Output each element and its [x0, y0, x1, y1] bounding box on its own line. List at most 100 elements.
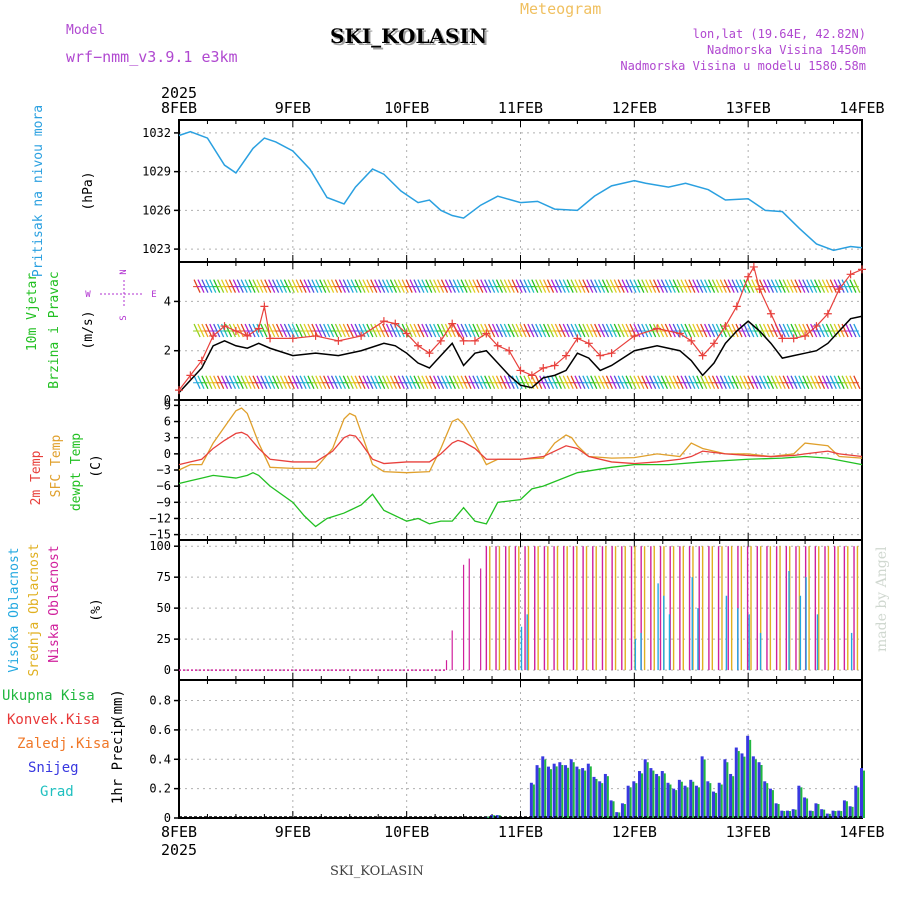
wind-gust-marker: [789, 334, 798, 343]
pressure-unit-label: (hPa): [81, 171, 96, 210]
model-name: wrf−nmm_v3.9.1 e3km: [66, 48, 238, 66]
panel-frame-precip: [178, 679, 863, 819]
wind-gust-marker: [550, 361, 559, 370]
ytick-label-temp: 6: [164, 415, 171, 429]
temp-unit-label: (C): [89, 454, 104, 477]
wind-gust-marker: [482, 329, 491, 338]
precip-total-bar: [703, 759, 706, 818]
ytick-label-pressure: 1032: [142, 126, 171, 140]
precip-total-bar: [771, 790, 774, 818]
precip-total-bar: [686, 787, 689, 818]
precip-total-bar: [726, 762, 729, 818]
precip-snow-bar: [660, 771, 664, 818]
precip-total-bar: [612, 801, 615, 818]
temp-line-dewpt: [178, 455, 863, 528]
precip-snow-bar: [603, 773, 607, 818]
x-top-year: 2025: [161, 84, 197, 102]
precip-total-bar: [487, 816, 490, 818]
precip-snow-bar: [666, 782, 670, 818]
wind-gust-marker: [607, 349, 616, 358]
precip-total-bar: [646, 762, 649, 818]
precip-snow-bar: [768, 788, 772, 818]
precip-snow-bar: [569, 759, 573, 818]
panel-frame-clouds: [178, 539, 863, 681]
precip-total-bar: [806, 798, 809, 818]
precip-total-bar: [641, 773, 644, 818]
wind-gust-marker: [470, 336, 479, 345]
x-tick-label-bottom: 11FEB: [498, 823, 543, 841]
precip-total-bar: [851, 806, 854, 818]
pressure-line: [178, 130, 863, 252]
precip-total-bar: [601, 783, 604, 818]
precip-snow-bar: [740, 753, 744, 818]
precip-snow-bar: [842, 800, 846, 818]
wind-unit-label: (m/s): [81, 310, 96, 349]
ytick-label-temp: −12: [149, 511, 171, 525]
x-tick-label-bottom: 13FEB: [726, 823, 771, 841]
wind-gust-marker: [402, 329, 411, 338]
precip-snow-bar: [746, 735, 750, 818]
wind-gust-marker: [823, 309, 832, 318]
wind-gust-marker: [311, 331, 320, 340]
wind-gust-marker: [766, 309, 775, 318]
precip-total-bar: [845, 801, 848, 818]
cloud-unit-label: (%): [89, 598, 104, 621]
compass-east: E: [151, 290, 156, 300]
wind-gust-marker: [414, 341, 423, 350]
x-tick-label-top: 12FEB: [612, 99, 657, 117]
precip-total-bar: [823, 809, 826, 818]
wind-speed-line: [178, 315, 863, 394]
wind-gust-marker: [459, 336, 468, 345]
precip-snow-bar: [814, 803, 818, 818]
wind-gust-marker: [266, 334, 275, 343]
precip-axis-label: 1hr Precip: [110, 720, 126, 804]
precip-snow-bar: [598, 781, 602, 818]
precip-snow-bar: [723, 759, 727, 818]
compass-west: W: [85, 290, 91, 300]
ytick-label-clouds: 25: [157, 632, 171, 646]
precip-snow-bar: [860, 768, 863, 818]
x-tick-label-top: 8FEB: [161, 99, 197, 117]
precip-unit-label: (mm): [110, 689, 126, 723]
ytick-label-temp: −6: [157, 479, 171, 493]
x-tick-label-bottom: 14FEB: [839, 823, 884, 841]
pressure-axis-label: Pritisak na nivou mora: [31, 105, 46, 277]
precip-snow-bar: [632, 781, 636, 818]
precip-total-bar: [834, 811, 837, 818]
precip-total-bar: [709, 783, 712, 818]
wind-axis-label-1: 10m Vjetar: [25, 273, 40, 351]
ytick-label-precip: 0.4: [149, 752, 171, 766]
precip-total-bar: [629, 787, 632, 818]
precip-total-bar: [754, 759, 757, 818]
model-elevation: Nadmorska Visina u modelu 1580.58m: [620, 59, 866, 73]
precip-total-bar: [623, 804, 626, 818]
precip-total-bar: [618, 812, 621, 818]
precip-total-bar: [572, 762, 575, 818]
wind-gust-marker: [220, 322, 229, 331]
temp-axis-label-2m: 2m Temp: [29, 450, 44, 505]
wind-gust-marker: [505, 346, 514, 355]
ytick-label-wind: 0: [164, 393, 171, 407]
ytick-label-temp: 0: [164, 447, 171, 461]
chart-title-shadow: SKI_KOLASIN: [332, 26, 489, 50]
precip-total-bar: [749, 739, 752, 818]
precip-snow-bar: [655, 773, 659, 818]
precip-snow-bar: [780, 810, 784, 818]
precip-total-bar: [675, 790, 678, 818]
precip-total-bar: [589, 766, 592, 818]
wind-gust-marker: [812, 322, 821, 331]
wind-gust-marker: [186, 371, 195, 380]
precip-total-bar: [532, 784, 535, 818]
wind-gust-marker: [379, 317, 388, 326]
precip-snow-bar: [854, 785, 858, 818]
precip-snow-bar: [689, 779, 693, 818]
precip-snow-bar: [729, 773, 733, 818]
precip-snow-bar: [831, 810, 835, 818]
precip-snow-bar: [592, 776, 596, 818]
precip-total-bar: [715, 792, 718, 818]
temp-axis-label-dewpt: dewpt Temp: [69, 433, 84, 511]
ytick-label-clouds: 0: [164, 663, 171, 677]
precip-snow-bar: [620, 803, 624, 818]
precip-snow-bar: [564, 765, 568, 818]
wind-gust-marker: [254, 324, 263, 333]
